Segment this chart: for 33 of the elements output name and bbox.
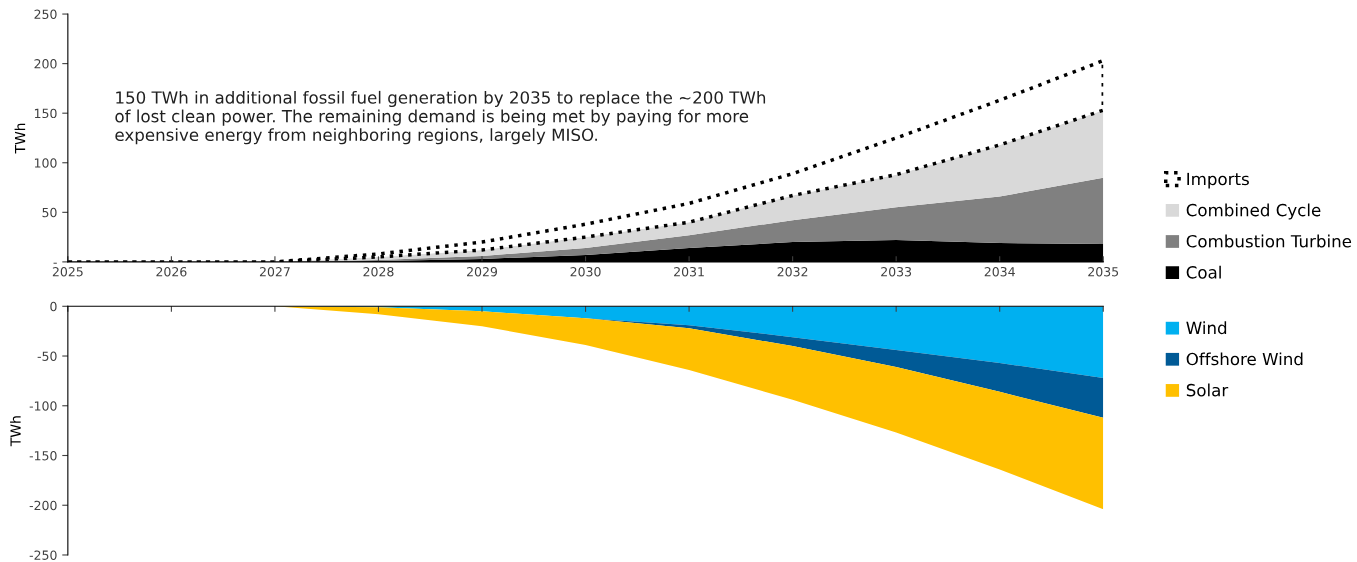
y-tick-label: -150 [29, 450, 57, 461]
legend-label: Solar [1186, 383, 1229, 397]
y-tick-label: 250 [34, 9, 57, 19]
y-tick-label: 200 [34, 59, 57, 69]
x-tick-label: 2031 [674, 266, 704, 277]
x-tick-label: 2025 [52, 266, 83, 277]
x-tick-label: 2028 [363, 266, 394, 277]
y-tick-label: -250 [29, 550, 57, 560]
y-tick-label: 100 [34, 158, 57, 168]
y-tick-label: -200 [29, 500, 57, 511]
legend-label: Coal [1186, 265, 1221, 279]
legend-label: Offshore Wind [1186, 352, 1303, 366]
y-tick-label: - [53, 262, 57, 264]
x-tick-label: 2035 [1088, 266, 1119, 277]
legend-label: Combustion Turbine [1186, 234, 1352, 248]
y-tick-label: 50 [42, 207, 57, 218]
legend-label: Imports [1187, 172, 1249, 189]
x-tick-label: 2029 [467, 266, 498, 277]
x-tick-label: 2027 [259, 266, 290, 277]
legend-label: Wind [1186, 321, 1227, 335]
x-tick-label: 2033 [881, 266, 912, 277]
x-tick-label: 2032 [777, 266, 808, 277]
annotation: 150 TWh in additional fossil fuel generation by 2035 to replace the ~200 TWh of lost clean power. The remaining demand is being met by paying for more expensive energy from neighboring regions, largely MISO. [115, 90, 766, 145]
legend-label: Combined Cycle [1186, 203, 1321, 220]
x-tick-label: 2034 [984, 266, 1015, 277]
y-axis-title: TWh [10, 416, 21, 447]
y-tick-label: 0 [50, 301, 57, 312]
x-tick-label: 2026 [156, 266, 187, 277]
y-axis-title: TWh [14, 123, 26, 154]
y-tick-label: -100 [29, 401, 57, 411]
y-tick-label: -50 [37, 351, 57, 361]
x-tick-label: 2030 [570, 266, 601, 277]
y-tick-label: 150 [34, 108, 57, 119]
